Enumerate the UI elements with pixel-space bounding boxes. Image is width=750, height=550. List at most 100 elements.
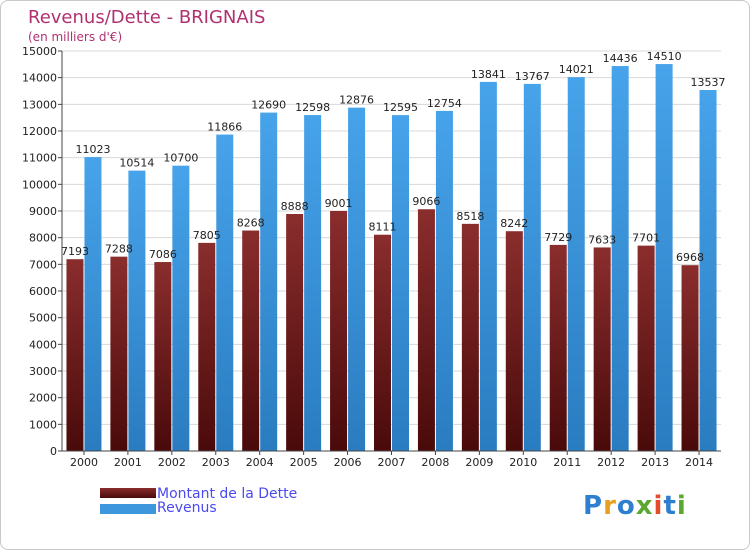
axes: 0 1000 2000 3000 4000 5000 6000 7000 8000 9000 100… bbox=[22, 45, 721, 469]
value-label-dette: 7729 bbox=[544, 231, 572, 244]
value-label-dette: 8518 bbox=[456, 210, 484, 223]
bar-revenus bbox=[128, 170, 146, 452]
bar-revenus bbox=[216, 134, 234, 451]
bar-revenus bbox=[84, 157, 102, 451]
value-label-dette: 7701 bbox=[632, 232, 660, 245]
bar-dette bbox=[154, 262, 172, 451]
bar-dette bbox=[330, 210, 348, 451]
y-tick-label: 1000 bbox=[29, 418, 57, 431]
bar-dette bbox=[198, 242, 216, 451]
value-label-revenus: 14021 bbox=[559, 63, 594, 76]
y-tick-label: 4000 bbox=[29, 338, 57, 351]
value-label-revenus: 10514 bbox=[119, 157, 154, 170]
bar-dette bbox=[681, 265, 699, 451]
bar-dette bbox=[461, 223, 479, 451]
value-label-dette: 9066 bbox=[412, 195, 440, 208]
value-label-revenus: 12690 bbox=[251, 99, 286, 112]
value-label-revenus: 12595 bbox=[383, 101, 418, 114]
value-label-dette: 8268 bbox=[237, 217, 265, 230]
value-label-revenus: 13537 bbox=[691, 76, 726, 89]
grid-lines bbox=[62, 50, 721, 452]
bar-dette bbox=[637, 245, 655, 451]
value-label-revenus: 12598 bbox=[295, 101, 330, 114]
value-label-revenus: 14436 bbox=[603, 52, 638, 65]
x-tick-label: 2001 bbox=[114, 456, 142, 469]
y-tick-label: 9000 bbox=[29, 205, 57, 218]
value-label-dette: 8888 bbox=[281, 200, 309, 213]
y-tick-label: 5000 bbox=[29, 312, 57, 325]
y-tick-label: 11000 bbox=[22, 152, 57, 165]
x-tick-label: 2014 bbox=[685, 456, 713, 469]
value-label-dette: 7288 bbox=[105, 243, 133, 256]
bars bbox=[66, 64, 717, 452]
y-tick-label: 8000 bbox=[29, 232, 57, 245]
bar-dette bbox=[374, 234, 391, 451]
x-tick-label: 2009 bbox=[465, 456, 493, 469]
chart-title: Revenus/Dette - BRIGNAIS bbox=[28, 7, 266, 28]
value-label-revenus: 10700 bbox=[163, 152, 198, 165]
value-label-dette: 7805 bbox=[193, 229, 221, 242]
x-tick-label: 2013 bbox=[641, 456, 669, 469]
bar-revenus bbox=[567, 77, 585, 452]
bar-revenus bbox=[655, 64, 673, 452]
x-tick-label: 2005 bbox=[290, 456, 318, 469]
x-tick-label: 2010 bbox=[509, 456, 537, 469]
bar-dette bbox=[505, 231, 523, 451]
bar-revenus bbox=[523, 83, 541, 451]
bar-dette bbox=[417, 209, 435, 451]
value-label-revenus: 14510 bbox=[647, 50, 682, 63]
legend-swatch-dette bbox=[100, 488, 156, 498]
y-tick-label: 10000 bbox=[22, 178, 57, 191]
bar-dette bbox=[242, 230, 260, 451]
legend-swatch-revenus bbox=[100, 504, 156, 514]
legend-label-dette: Montant de la Dette bbox=[157, 486, 298, 502]
value-label-revenus: 12876 bbox=[339, 94, 374, 107]
bar-dette bbox=[593, 247, 611, 451]
bar-revenus bbox=[392, 115, 409, 451]
value-label-dette: 7193 bbox=[61, 245, 89, 258]
bar-revenus bbox=[611, 66, 629, 451]
value-label-dette: 8242 bbox=[500, 217, 528, 230]
x-tick-label: 2002 bbox=[158, 456, 186, 469]
chart-subtitle: (en milliers d'€) bbox=[28, 30, 123, 44]
x-tick-label: 2003 bbox=[202, 456, 230, 469]
bar-revenus bbox=[260, 112, 278, 451]
y-tick-label: 15000 bbox=[22, 45, 57, 58]
bar-revenus bbox=[479, 81, 497, 451]
bar-dette bbox=[66, 259, 84, 451]
value-label-dette: 6968 bbox=[676, 251, 704, 264]
value-label-revenus: 11023 bbox=[75, 143, 110, 156]
x-tick-label: 2000 bbox=[70, 456, 98, 469]
value-label-dette: 9001 bbox=[325, 197, 353, 210]
value-label-revenus: 13841 bbox=[471, 68, 506, 81]
bar-dette bbox=[549, 244, 567, 451]
x-tick-label: 2008 bbox=[421, 456, 449, 469]
value-label-dette: 7633 bbox=[588, 233, 616, 246]
value-label-dette: 8111 bbox=[369, 221, 397, 234]
x-tick-label: 2011 bbox=[553, 456, 581, 469]
legend-label-revenus: Revenus bbox=[157, 500, 217, 516]
value-label-revenus: 13767 bbox=[515, 70, 550, 83]
y-tick-label: 7000 bbox=[29, 258, 57, 271]
y-tick-label: 6000 bbox=[29, 285, 57, 298]
value-label-revenus: 12754 bbox=[427, 97, 462, 110]
x-tick-label: 2006 bbox=[334, 456, 362, 469]
y-tick-label: 0 bbox=[50, 445, 57, 458]
bar-dette bbox=[286, 213, 304, 451]
x-tick-label: 2007 bbox=[378, 456, 406, 469]
bar-revenus bbox=[304, 115, 322, 451]
proxiti-logo: Proxiti bbox=[583, 491, 687, 521]
bar-dette bbox=[110, 256, 128, 451]
y-tick-label: 13000 bbox=[22, 98, 57, 111]
bar-revenus bbox=[699, 90, 717, 451]
y-tick-label: 12000 bbox=[22, 125, 57, 138]
bar-revenus bbox=[348, 107, 366, 451]
value-label-revenus: 11866 bbox=[207, 121, 242, 134]
y-tick-label: 2000 bbox=[29, 392, 57, 405]
y-tick-label: 14000 bbox=[22, 72, 57, 85]
bar-revenus bbox=[172, 165, 190, 451]
x-tick-label: 2004 bbox=[246, 456, 274, 469]
x-tick-label: 2012 bbox=[597, 456, 625, 469]
